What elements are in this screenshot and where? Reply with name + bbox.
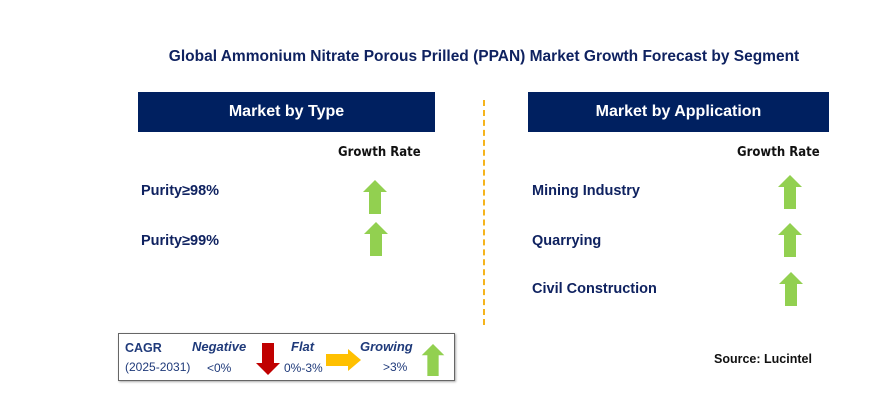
growth-rate-label: Growth Rate xyxy=(737,145,820,160)
up-arrow-icon xyxy=(778,223,802,257)
segment-label: Purity≥99% xyxy=(141,233,220,249)
up-arrow-icon xyxy=(779,272,803,306)
legend-negative-range: <0% xyxy=(207,361,232,375)
down-arrow-icon xyxy=(256,343,280,375)
segment-label: Quarrying xyxy=(532,233,602,249)
legend-cagr: CAGR xyxy=(125,341,162,355)
page-title: Global Ammonium Nitrate Porous Prilled (… xyxy=(168,48,800,65)
legend-growing: Growing xyxy=(360,339,413,354)
up-arrow-icon xyxy=(364,222,388,256)
legend-period: (2025-2031) xyxy=(125,360,191,374)
legend-flat-range: 0%-3% xyxy=(284,361,323,375)
market-by-type-header: Market by Type xyxy=(138,92,435,132)
right-arrow-icon xyxy=(326,349,361,371)
cagr-legend xyxy=(118,333,455,381)
legend-negative: Negative xyxy=(192,339,247,354)
up-arrow-icon xyxy=(778,175,802,209)
legend-flat: Flat xyxy=(291,339,315,354)
market-by-application-header: Market by Application xyxy=(528,92,829,132)
segment-label: Civil Construction xyxy=(532,281,657,297)
divider xyxy=(483,100,485,325)
up-arrow-icon xyxy=(421,344,445,376)
legend-growing-range: >3% xyxy=(383,360,408,374)
growth-rate-label: Growth Rate xyxy=(338,145,421,160)
up-arrow-icon xyxy=(363,180,387,214)
source-label: Source: Lucintel xyxy=(714,352,812,366)
segment-label: Purity≥98% xyxy=(141,183,220,199)
segment-label: Mining Industry xyxy=(532,183,640,199)
